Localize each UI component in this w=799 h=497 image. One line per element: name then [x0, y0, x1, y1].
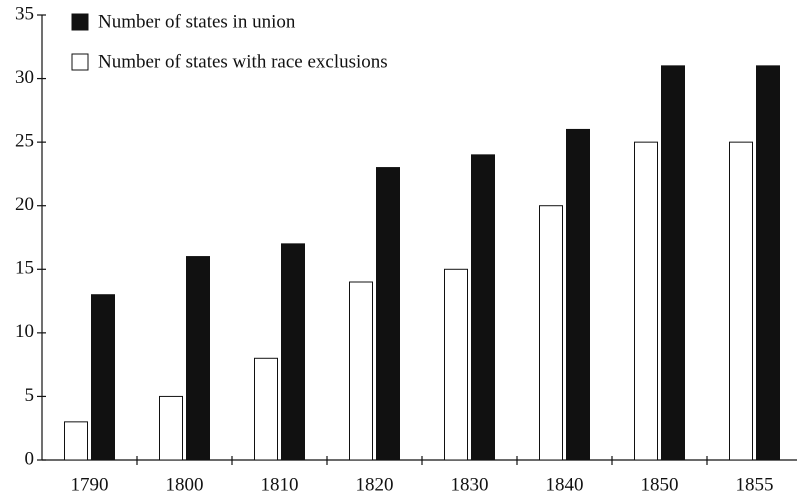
bar — [756, 65, 780, 461]
bar — [539, 205, 563, 461]
bar — [254, 357, 278, 461]
bar — [376, 167, 400, 461]
bar — [566, 128, 590, 461]
y-tick-label: 35 — [15, 3, 34, 24]
legend-swatch — [71, 13, 89, 31]
bar — [471, 154, 495, 461]
bar — [634, 141, 658, 461]
x-tick-label: 1840 — [546, 474, 584, 495]
y-tick-label: 5 — [25, 385, 35, 406]
bar — [729, 141, 753, 461]
bar — [91, 294, 115, 461]
y-tick-label: 30 — [15, 67, 34, 88]
y-tick-label: 15 — [15, 258, 34, 279]
bar — [444, 268, 468, 461]
bar — [159, 395, 183, 461]
x-tick-label: 1855 — [736, 474, 774, 495]
x-tick-label: 1790 — [71, 474, 109, 495]
x-tick-label: 1810 — [261, 474, 299, 495]
bar — [64, 421, 88, 461]
y-tick-label: 0 — [25, 448, 35, 469]
bar — [661, 65, 685, 461]
legend-label: Number of states with race exclusions — [98, 51, 388, 72]
x-tick-label: 1820 — [356, 474, 394, 495]
legend-label: Number of states in union — [98, 11, 296, 32]
x-tick-label: 1850 — [641, 474, 679, 495]
x-tick-label: 1800 — [166, 474, 204, 495]
bar — [281, 243, 305, 461]
bar — [186, 256, 210, 461]
y-tick-label: 25 — [15, 131, 34, 152]
legend-swatch — [71, 53, 89, 71]
bar — [349, 281, 373, 461]
y-tick-label: 20 — [15, 194, 34, 215]
y-tick-label: 10 — [15, 321, 34, 342]
x-tick-label: 1830 — [451, 474, 489, 495]
